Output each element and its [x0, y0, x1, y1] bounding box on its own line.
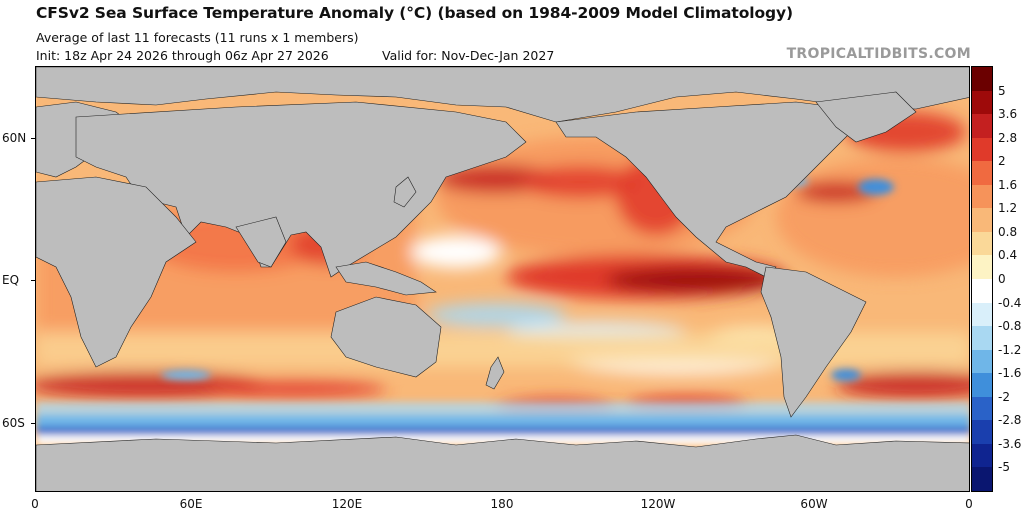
chart-title: CFSv2 Sea Surface Temperature Anomaly (°… — [36, 4, 794, 22]
lon-label-120e: 120E — [331, 497, 363, 511]
colorbar-label: -1.2 — [998, 342, 1022, 357]
lat-label-eq: EQ — [2, 273, 20, 287]
japan — [393, 176, 417, 208]
colorbar-label: 2.8 — [998, 130, 1018, 145]
init-time: Init: 18z Apr 24 2026 through 06z Apr 27… — [36, 48, 329, 63]
colorbar-segment — [972, 279, 992, 304]
australia — [330, 296, 442, 378]
valid-time: Valid for: Nov-Dec-Jan 2027 — [382, 48, 555, 63]
colorbar-segment — [972, 184, 992, 209]
antarctica — [36, 434, 969, 491]
colorbar-label: 1.2 — [998, 201, 1018, 216]
colorbar-label: -2.8 — [998, 413, 1022, 428]
lat-tick — [31, 423, 35, 424]
colorbar-segment — [972, 137, 992, 162]
colorbar-label: 0 — [998, 272, 1006, 286]
lat-label-60s: 60S — [2, 416, 25, 430]
site-credit: TROPICALTIDBITS.COM — [786, 46, 971, 62]
colorbar-segment — [972, 231, 992, 256]
sst-anomaly-map — [35, 66, 970, 492]
maritime-continent — [335, 261, 437, 296]
colorbar-segment — [972, 90, 992, 115]
lon-label-60w: 60W — [800, 497, 828, 511]
colorbar-label: 2 — [998, 154, 1006, 169]
lon-label-180: 180 — [490, 497, 514, 511]
colorbar-segment — [972, 114, 992, 139]
greenland — [815, 91, 917, 143]
colorbar-label: -1.6 — [998, 366, 1022, 381]
colorbar-label: -3.6 — [998, 436, 1022, 451]
map-canvas — [36, 67, 969, 491]
chart-subtitle: Average of last 11 forecasts (11 runs x … — [36, 30, 359, 45]
lon-label-0: 0 — [31, 497, 39, 511]
new-zealand — [485, 356, 505, 390]
lat-tick — [31, 138, 35, 139]
lon-label-0-east: 0 — [965, 497, 973, 511]
colorbar-segment — [972, 420, 992, 445]
southern-ocean-cool-band — [36, 176, 969, 445]
colorbar-label: -5 — [998, 460, 1010, 475]
colorbar — [971, 66, 993, 492]
colorbar-segment — [972, 396, 992, 421]
colorbar-segment — [972, 161, 992, 186]
colorbar-label: 1.6 — [998, 177, 1018, 192]
colorbar-segment — [972, 326, 992, 351]
india — [235, 216, 287, 268]
land — [36, 67, 969, 491]
colorbar-label: 0.8 — [998, 224, 1018, 239]
colorbar-label: -2 — [998, 389, 1010, 404]
colorbar-label: 0.4 — [998, 248, 1018, 263]
colorbar-label: -0.4 — [998, 295, 1022, 310]
colorbar-segment — [972, 467, 992, 492]
lon-label-60e: 60E — [179, 497, 203, 511]
south-america — [760, 266, 867, 418]
colorbar-segment — [972, 208, 992, 233]
colorbar-segment — [972, 302, 992, 327]
colorbar-label: 5 — [998, 83, 1006, 98]
colorbar-label: 3.6 — [998, 107, 1018, 122]
colorbar-segment — [972, 255, 992, 280]
colorbar-segment — [972, 443, 992, 468]
colorbar-segment — [972, 67, 992, 92]
lat-label-60n: 60N — [2, 131, 27, 145]
lon-label-120w: 120W — [640, 497, 676, 511]
colorbar-segment — [972, 373, 992, 398]
africa — [36, 176, 197, 368]
colorbar-segment — [972, 349, 992, 374]
colorbar-label: -0.8 — [998, 319, 1022, 334]
lat-tick — [31, 280, 35, 281]
